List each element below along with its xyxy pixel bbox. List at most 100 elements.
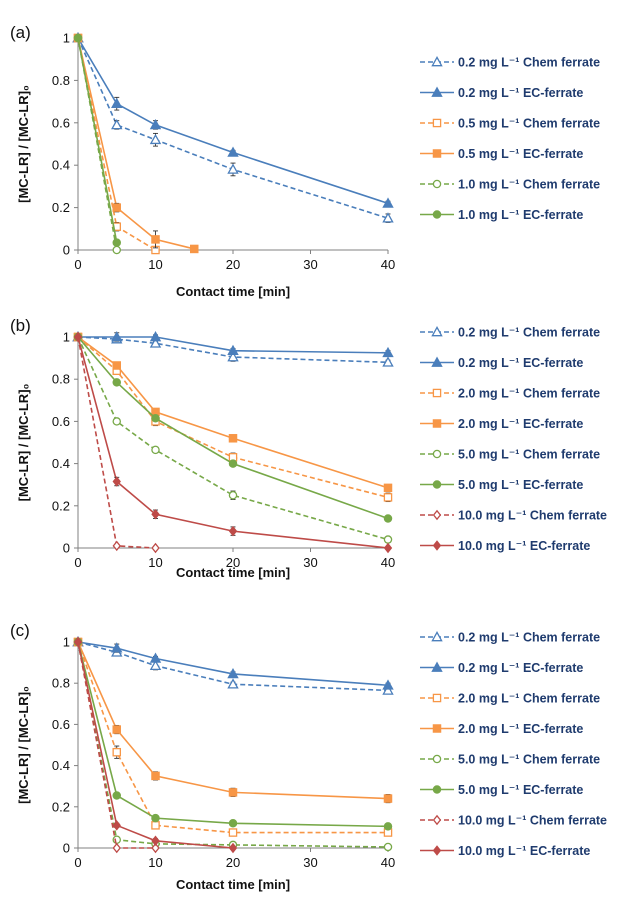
- legend-swatch-marker: [432, 118, 442, 128]
- data-point: [383, 822, 393, 831]
- data-point: [151, 235, 160, 244]
- y-tick-label: 0.4: [52, 758, 70, 773]
- data-point: [73, 33, 83, 43]
- x-tick-label: 30: [303, 555, 317, 570]
- legend-swatch-marker: [432, 814, 442, 826]
- series-6: [73, 637, 393, 831]
- legend-swatch-marker: [432, 149, 442, 158]
- y-tick-label: 1: [63, 31, 70, 46]
- legend-label: 2.0 mg L⁻¹ Chem ferrate: [458, 692, 600, 706]
- x-tick-label: 0: [74, 555, 81, 570]
- x-axis-label: Contact time [min]: [176, 877, 290, 892]
- legend-swatch-marker: [432, 480, 442, 489]
- data-point: [227, 163, 239, 174]
- x-tick-label: 20: [226, 555, 240, 570]
- legend-label: 10.0 mg L⁻¹ Chem ferrate: [458, 814, 607, 828]
- legend-item: 0.2 mg L⁻¹ EC-ferrate: [420, 661, 583, 675]
- legend-label: 0.2 mg L⁻¹ EC-ferrate: [458, 661, 583, 675]
- legend-label: 5.0 mg L⁻¹ Chem ferrate: [458, 448, 600, 462]
- data-point: [73, 331, 83, 343]
- legend-label: 1.0 mg L⁻¹ EC-ferrate: [458, 208, 583, 222]
- legend-item: 0.2 mg L⁻¹ EC-ferrate: [420, 86, 583, 100]
- series-4: [73, 33, 199, 254]
- x-tick-label: 40: [381, 855, 395, 870]
- legend-item: 2.0 mg L⁻¹ Chem ferrate: [420, 692, 600, 706]
- legend-label: 0.2 mg L⁻¹ EC-ferrate: [458, 356, 583, 370]
- data-point: [227, 667, 239, 679]
- y-axis-label: [MC-LR] / [MC-LR]₀: [16, 686, 31, 804]
- legend-item: 0.5 mg L⁻¹ Chem ferrate: [420, 117, 600, 131]
- data-point: [382, 212, 394, 223]
- series-2: [72, 331, 394, 358]
- data-point: [228, 525, 238, 537]
- legend-swatch-marker: [432, 754, 442, 764]
- legend-item: 2.0 mg L⁻¹ EC-ferrate: [420, 417, 583, 431]
- y-tick-label: 0: [63, 243, 70, 258]
- y-tick-label: 0.4: [52, 456, 70, 471]
- legend-item: 5.0 mg L⁻¹ Chem ferrate: [420, 448, 600, 462]
- x-tick-label: 40: [381, 555, 395, 570]
- data-point: [112, 540, 121, 552]
- data-point: [383, 493, 393, 502]
- legend-label: 1.0 mg L⁻¹ Chem ferrate: [458, 178, 600, 192]
- series-2: [72, 32, 394, 208]
- x-axis-label: Contact time [min]: [176, 284, 290, 299]
- data-point: [228, 490, 238, 500]
- data-point: [149, 118, 162, 130]
- data-point: [383, 542, 393, 554]
- panel-label: (c): [10, 621, 30, 640]
- x-tick-label: 10: [148, 555, 162, 570]
- y-tick-label: 0: [63, 841, 70, 856]
- legend-label: 10.0 mg L⁻¹ EC-ferrate: [458, 844, 590, 858]
- y-tick-label: 0.8: [52, 73, 70, 88]
- data-point: [228, 842, 238, 854]
- data-point: [228, 828, 238, 837]
- data-point: [151, 771, 160, 781]
- data-point: [383, 514, 393, 523]
- legend-label: 0.2 mg L⁻¹ Chem ferrate: [458, 326, 600, 340]
- y-tick-label: 0.8: [52, 676, 70, 691]
- x-tick-label: 20: [226, 855, 240, 870]
- legend-item: 0.2 mg L⁻¹ Chem ferrate: [420, 56, 600, 70]
- legend-item: 10.0 mg L⁻¹ Chem ferrate: [420, 509, 607, 523]
- y-axis-label: [MC-LR] / [MC-LR]₀: [16, 85, 31, 203]
- legend-item: 5.0 mg L⁻¹ EC-ferrate: [420, 783, 583, 797]
- legend-item: 5.0 mg L⁻¹ Chem ferrate: [420, 753, 600, 767]
- data-point: [112, 725, 122, 734]
- legend-label: 10.0 mg L⁻¹ Chem ferrate: [458, 509, 607, 523]
- data-point: [151, 542, 160, 554]
- x-tick-label: 0: [74, 855, 81, 870]
- series-1: [72, 32, 394, 223]
- legend-swatch-marker: [431, 631, 443, 642]
- legend-label: 0.2 mg L⁻¹ EC-ferrate: [458, 86, 583, 100]
- data-point: [227, 351, 239, 362]
- series-line: [77, 37, 389, 219]
- data-point: [112, 791, 122, 800]
- data-point: [112, 417, 122, 426]
- data-point: [227, 344, 239, 356]
- panel-label: (a): [10, 23, 31, 42]
- legend-label: 2.0 mg L⁻¹ EC-ferrate: [458, 722, 583, 736]
- data-point: [149, 337, 162, 348]
- legend-item: 1.0 mg L⁻¹ Chem ferrate: [420, 178, 600, 192]
- data-point: [112, 747, 122, 757]
- legend-swatch-marker: [432, 785, 442, 794]
- legend-item: 10.0 mg L⁻¹ Chem ferrate: [420, 814, 607, 828]
- legend-label: 2.0 mg L⁻¹ EC-ferrate: [458, 417, 583, 431]
- legend-label: 0.2 mg L⁻¹ Chem ferrate: [458, 56, 600, 70]
- data-point: [383, 483, 393, 493]
- data-point: [111, 118, 123, 130]
- data-point: [151, 813, 160, 823]
- data-point: [382, 346, 394, 358]
- data-point: [151, 835, 160, 847]
- x-tick-label: 20: [226, 257, 240, 272]
- series-3: [73, 33, 160, 255]
- data-point: [382, 356, 394, 367]
- legend-item: 10.0 mg L⁻¹ EC-ferrate: [420, 844, 590, 858]
- legend-item: 2.0 mg L⁻¹ Chem ferrate: [420, 387, 600, 401]
- data-point: [112, 835, 122, 845]
- data-point: [382, 679, 394, 690]
